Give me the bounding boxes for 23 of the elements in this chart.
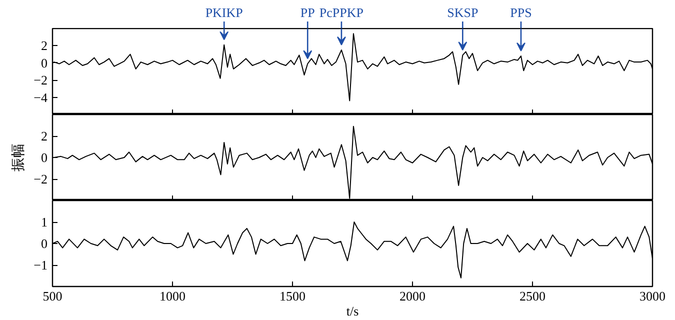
y-tick-label: 0 bbox=[41, 236, 48, 251]
x-tick-label: 2000 bbox=[400, 288, 426, 304]
y-tick-label: −2 bbox=[34, 172, 48, 186]
y-tick-label: −4 bbox=[34, 90, 48, 105]
annotation: SKSP bbox=[447, 5, 478, 20]
x-tick-label: 500 bbox=[42, 288, 62, 304]
y-axis-title: 振幅 bbox=[10, 144, 27, 172]
annotation: PcPPKP bbox=[319, 5, 364, 20]
y-tick-label: 2 bbox=[41, 128, 48, 144]
y-tick-label: 1 bbox=[41, 214, 48, 230]
x-tick-label: 2500 bbox=[520, 288, 546, 304]
y-tick-label: 0 bbox=[41, 55, 48, 70]
y-tick-label: 0 bbox=[41, 150, 48, 165]
x-axis-title: t/s bbox=[346, 304, 359, 318]
x-tick-label: 1500 bbox=[280, 288, 306, 304]
x-tick-label: 1000 bbox=[160, 288, 186, 304]
annotation: PP bbox=[300, 5, 315, 20]
annotation: PKIKP bbox=[205, 5, 243, 20]
y-tick-label: −1 bbox=[34, 258, 48, 272]
y-tick-label: −2 bbox=[34, 72, 48, 88]
y-tick-label: 2 bbox=[41, 38, 48, 54]
x-tick-label: 3000 bbox=[640, 288, 666, 304]
annotation: PPS bbox=[510, 5, 532, 20]
